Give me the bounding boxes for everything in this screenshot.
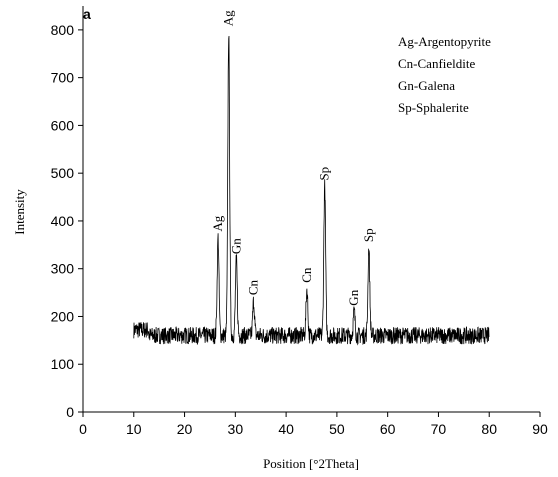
y-tick-label: 400: [51, 213, 75, 229]
axes: [82, 6, 540, 413]
ticks: 0 10 20 30 40 50 60 70 80 90 0 100 200 300 400 500 600 70…: [51, 22, 548, 437]
y-tick-label: 500: [51, 165, 75, 181]
y-tick-label: 700: [51, 70, 75, 86]
y-tick-label: 0: [66, 404, 74, 420]
x-tick-label: 70: [431, 421, 447, 437]
legend-entry: Ag-Argentopyrite: [398, 34, 491, 49]
peak-label: Ag: [221, 10, 236, 26]
legend-entry: Gn-Galena: [398, 78, 455, 93]
peak-label: Sp: [317, 167, 332, 181]
y-tick-label: 300: [51, 261, 75, 277]
y-tick-label: 800: [51, 22, 75, 38]
x-tick-label: 20: [177, 421, 193, 437]
legend-entry: Sp-Sphalerite: [398, 100, 469, 115]
y-tick-label: 200: [51, 308, 75, 324]
peak-label: Gn: [346, 289, 361, 305]
x-axis-title: Position [°2Theta]: [263, 456, 359, 471]
peak-label: Cn: [299, 267, 314, 283]
x-tick-label: 80: [481, 421, 497, 437]
legend-entry: Cn-Canfieldite: [398, 56, 475, 71]
y-tick-label: 100: [51, 356, 75, 372]
panel-label: a: [83, 6, 91, 22]
x-tick-label: 0: [79, 421, 87, 437]
x-tick-label: 40: [278, 421, 294, 437]
x-tick-label: 10: [126, 421, 142, 437]
legend: Ag-Argentopyrite Cn-Canfieldite Gn-Galen…: [398, 34, 491, 115]
peak-label: Gn: [228, 238, 243, 254]
y-tick-label: 600: [51, 117, 75, 133]
peak-label: Cn: [246, 280, 261, 296]
peak-label: Sp: [361, 228, 376, 242]
xrd-series-line: [133, 35, 490, 346]
x-tick-label: 60: [380, 421, 396, 437]
peak-label: Ag: [210, 215, 225, 231]
x-tick-label: 50: [329, 421, 345, 437]
trace: [133, 35, 490, 346]
y-axis-title: Intensity: [12, 189, 27, 235]
x-tick-label: 90: [532, 421, 548, 437]
x-tick-label: 30: [228, 421, 244, 437]
